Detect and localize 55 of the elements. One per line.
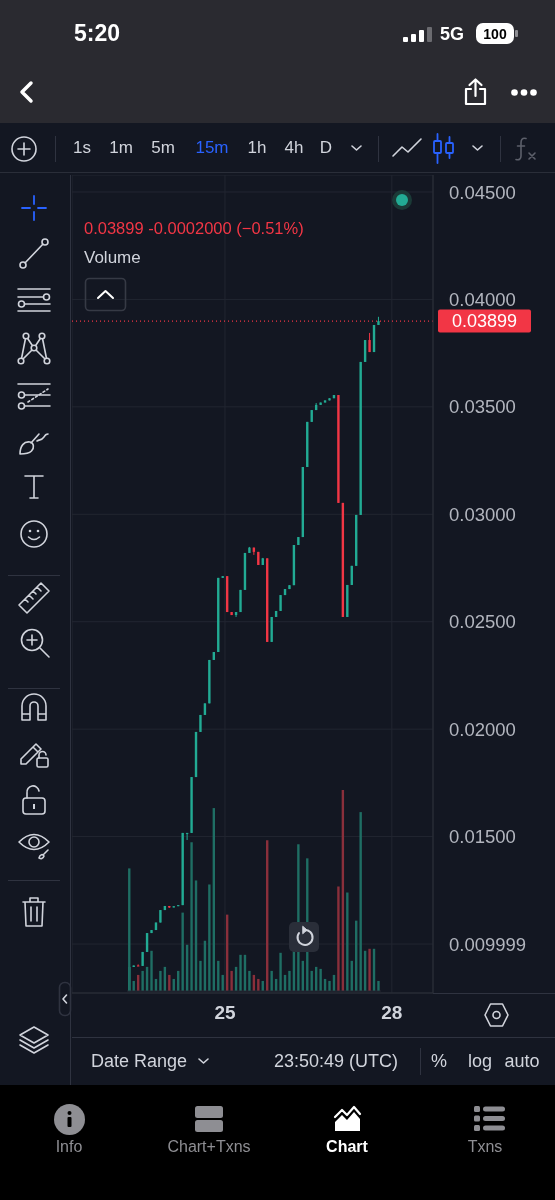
text: 1h (247, 138, 267, 158)
y-tick-label: 0.04000 (449, 288, 516, 310)
bar (359, 812, 362, 991)
candlestick (185, 832, 189, 841)
annotation: 0.03899 -0.0002000 (−0.51%) (84, 218, 304, 238)
text: Txns (467, 1137, 503, 1157)
y-tick-label: 0.03000 (449, 503, 516, 525)
bar (270, 970, 273, 991)
y-tick-label: 0.02500 (449, 611, 516, 633)
text: D (319, 138, 333, 158)
y-tick-label: 0.04500 (449, 181, 516, 203)
text: log (467, 1050, 493, 1072)
text: 5G (439, 23, 465, 45)
y-tick-label: 0.02000 (449, 718, 516, 740)
bar (230, 970, 233, 991)
text: 1m (109, 138, 133, 158)
text: 100 (483, 25, 507, 42)
bar (190, 842, 193, 991)
ref-line-label: 0.03899 (451, 311, 518, 332)
bar (239, 954, 242, 991)
chart-title: Volume (84, 248, 141, 268)
text: 4h (284, 138, 304, 158)
bar (368, 948, 371, 991)
bar (141, 970, 144, 991)
bar (346, 892, 349, 991)
bar (279, 952, 282, 991)
y-tick-label: 0.03500 (449, 396, 516, 418)
text: Info (55, 1137, 83, 1157)
bar (328, 980, 331, 991)
bar (257, 978, 260, 991)
text: 23:50:49 (UTC) (273, 1050, 399, 1072)
bar (288, 970, 291, 991)
text: 5:20 (73, 19, 121, 47)
text: Chart (326, 1137, 368, 1157)
text: Chart+Txns (167, 1137, 251, 1157)
y-tick-label: 0.009999 (449, 933, 527, 955)
bar (337, 886, 340, 991)
text: 15m (195, 138, 229, 158)
bar (377, 980, 380, 991)
bar (168, 974, 171, 991)
text: 5m (151, 138, 175, 158)
y-tick-label: 0.01500 (449, 826, 516, 848)
text: % (430, 1050, 448, 1072)
x-tick-label: 25 (214, 1002, 236, 1024)
bar (199, 960, 202, 991)
text: Date Range (91, 1050, 188, 1072)
bar (159, 970, 162, 991)
text: auto (504, 1050, 540, 1072)
bar (181, 912, 184, 991)
x-tick-label: 28 (381, 1002, 403, 1024)
bar (208, 884, 211, 991)
bar (319, 968, 322, 991)
bar (150, 950, 153, 991)
text: 1s (73, 138, 91, 158)
bar (248, 970, 251, 991)
